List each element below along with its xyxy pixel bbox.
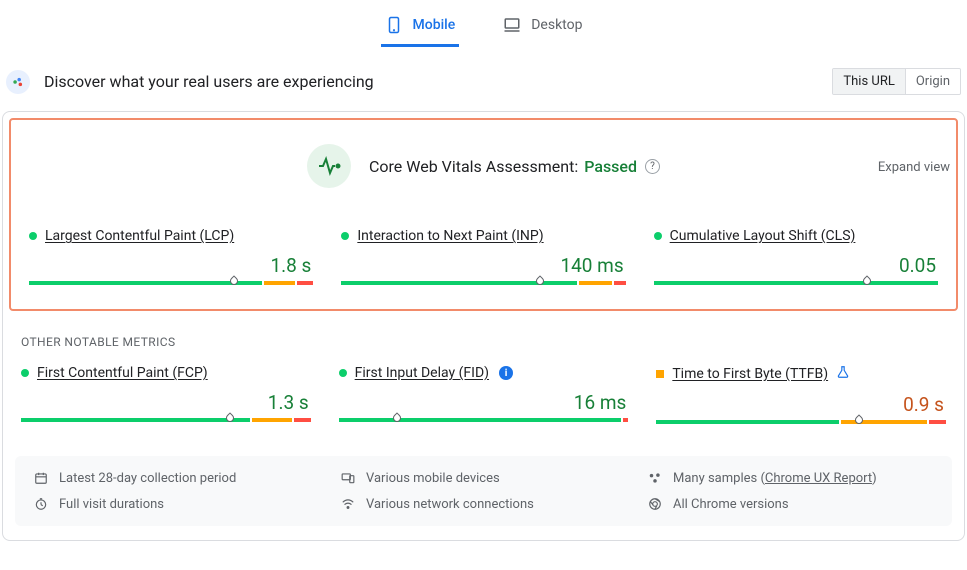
discover-title: Discover what your real users are experi…	[44, 72, 374, 91]
metric-value-lcp: 1.8 s	[29, 254, 311, 277]
vitals-badge-icon	[6, 70, 30, 94]
footer-samples: Many samples (Chrome UX Report)	[647, 470, 934, 486]
metric-bar-lcp	[29, 281, 313, 293]
status-dot	[656, 370, 664, 378]
samples-icon	[647, 470, 663, 486]
tab-desktop-label: Desktop	[531, 17, 582, 33]
footer-info: Latest 28-day collection period Various …	[15, 456, 952, 526]
metric-value-fid: 16 ms	[339, 391, 627, 414]
crux-link[interactable]: Chrome UX Report	[765, 471, 872, 486]
field-data-panel: Core Web Vitals Assessment: Passed ? Exp…	[2, 111, 965, 541]
status-dot	[21, 369, 29, 377]
cwv-title: Core Web Vitals Assessment: Passed ?	[369, 157, 660, 176]
footer-versions: All Chrome versions	[647, 496, 934, 512]
metric-name-fid[interactable]: First Input Delay (FID)	[355, 365, 489, 381]
footer-network-text: Various network connections	[366, 497, 534, 512]
footer-network: Various network connections	[340, 496, 627, 512]
footer-durations: Full visit durations	[33, 496, 320, 512]
clock-icon	[33, 496, 49, 512]
metric-name-ttfb[interactable]: Time to First Byte (TTFB)	[672, 366, 828, 382]
metric-value-inp: 140 ms	[341, 254, 623, 277]
pulse-icon	[307, 144, 351, 188]
footer-devices: Various mobile devices	[340, 470, 627, 486]
metric-value-cls: 0.05	[654, 254, 936, 277]
metric-bar-fid	[339, 418, 629, 430]
toggle-this-url[interactable]: This URL	[833, 69, 904, 94]
metric-bar-inp	[341, 281, 625, 293]
info-icon[interactable]: i	[499, 366, 513, 380]
other-metrics-row: First Contentful Paint (FCP) 1.3 s First I…	[3, 355, 964, 442]
metric-marker	[863, 277, 871, 289]
calendar-icon	[33, 470, 49, 486]
status-dot	[29, 232, 37, 240]
footer-period-text: Latest 28-day collection period	[59, 471, 236, 486]
tab-mobile-label: Mobile	[413, 17, 456, 33]
metric-fcp: First Contentful Paint (FCP) 1.3 s	[21, 365, 311, 432]
metric-name-inp[interactable]: Interaction to Next Paint (INP)	[357, 228, 543, 244]
wifi-icon	[340, 496, 356, 512]
metric-marker	[536, 277, 544, 289]
metric-inp: Interaction to Next Paint (INP) 140 ms	[341, 228, 625, 293]
status-dot	[341, 232, 349, 240]
metric-bar-fcp	[21, 418, 311, 430]
metric-marker	[230, 277, 238, 289]
footer-period: Latest 28-day collection period	[33, 470, 320, 486]
cwv-status: Passed	[584, 157, 637, 176]
metric-value-ttfb: 0.9 s	[656, 393, 944, 416]
core-metrics-row: Largest Contentful Paint (LCP) 1.8 s Inter…	[23, 188, 944, 293]
tab-desktop[interactable]: Desktop	[499, 4, 586, 47]
metric-bar-ttfb	[656, 420, 946, 432]
mobile-icon	[385, 14, 403, 36]
metric-marker	[393, 414, 401, 426]
chrome-icon	[647, 496, 663, 512]
metric-marker	[226, 414, 234, 426]
metric-name-cls[interactable]: Cumulative Layout Shift (CLS)	[670, 228, 856, 244]
footer-versions-text: All Chrome versions	[673, 497, 789, 512]
other-metrics-label: OTHER NOTABLE METRICS	[3, 317, 964, 355]
device-tabs: Mobile Desktop	[0, 0, 967, 48]
tab-mobile[interactable]: Mobile	[381, 4, 460, 47]
discover-row: Discover what your real users are experi…	[0, 48, 967, 105]
status-dot	[654, 232, 662, 240]
footer-samples-text: Many samples (Chrome UX Report)	[673, 471, 877, 486]
metric-lcp: Largest Contentful Paint (LCP) 1.8 s	[29, 228, 313, 293]
metric-value-fcp: 1.3 s	[21, 391, 309, 414]
cwv-label: Core Web Vitals Assessment:	[369, 157, 578, 176]
metric-cls: Cumulative Layout Shift (CLS) 0.05	[654, 228, 938, 293]
devices-icon	[340, 470, 356, 486]
metric-bar-cls	[654, 281, 938, 293]
core-web-vitals-box: Core Web Vitals Assessment: Passed ? Exp…	[9, 118, 958, 311]
scope-toggle: This URL Origin	[832, 68, 961, 95]
expand-view-link[interactable]: Expand view	[878, 160, 950, 175]
metric-ttfb: Time to First Byte (TTFB) 0.9 s	[656, 365, 946, 432]
help-icon[interactable]: ?	[645, 159, 660, 174]
status-dot	[339, 369, 347, 377]
flask-icon	[836, 365, 850, 383]
toggle-origin[interactable]: Origin	[905, 69, 960, 94]
metric-fid: First Input Delay (FID) i 16 ms	[339, 365, 629, 432]
metric-marker	[855, 416, 863, 428]
footer-devices-text: Various mobile devices	[366, 471, 500, 486]
desktop-icon	[503, 14, 521, 36]
metric-name-fcp[interactable]: First Contentful Paint (FCP)	[37, 365, 208, 381]
footer-durations-text: Full visit durations	[59, 497, 164, 512]
metric-name-lcp[interactable]: Largest Contentful Paint (LCP)	[45, 228, 234, 244]
